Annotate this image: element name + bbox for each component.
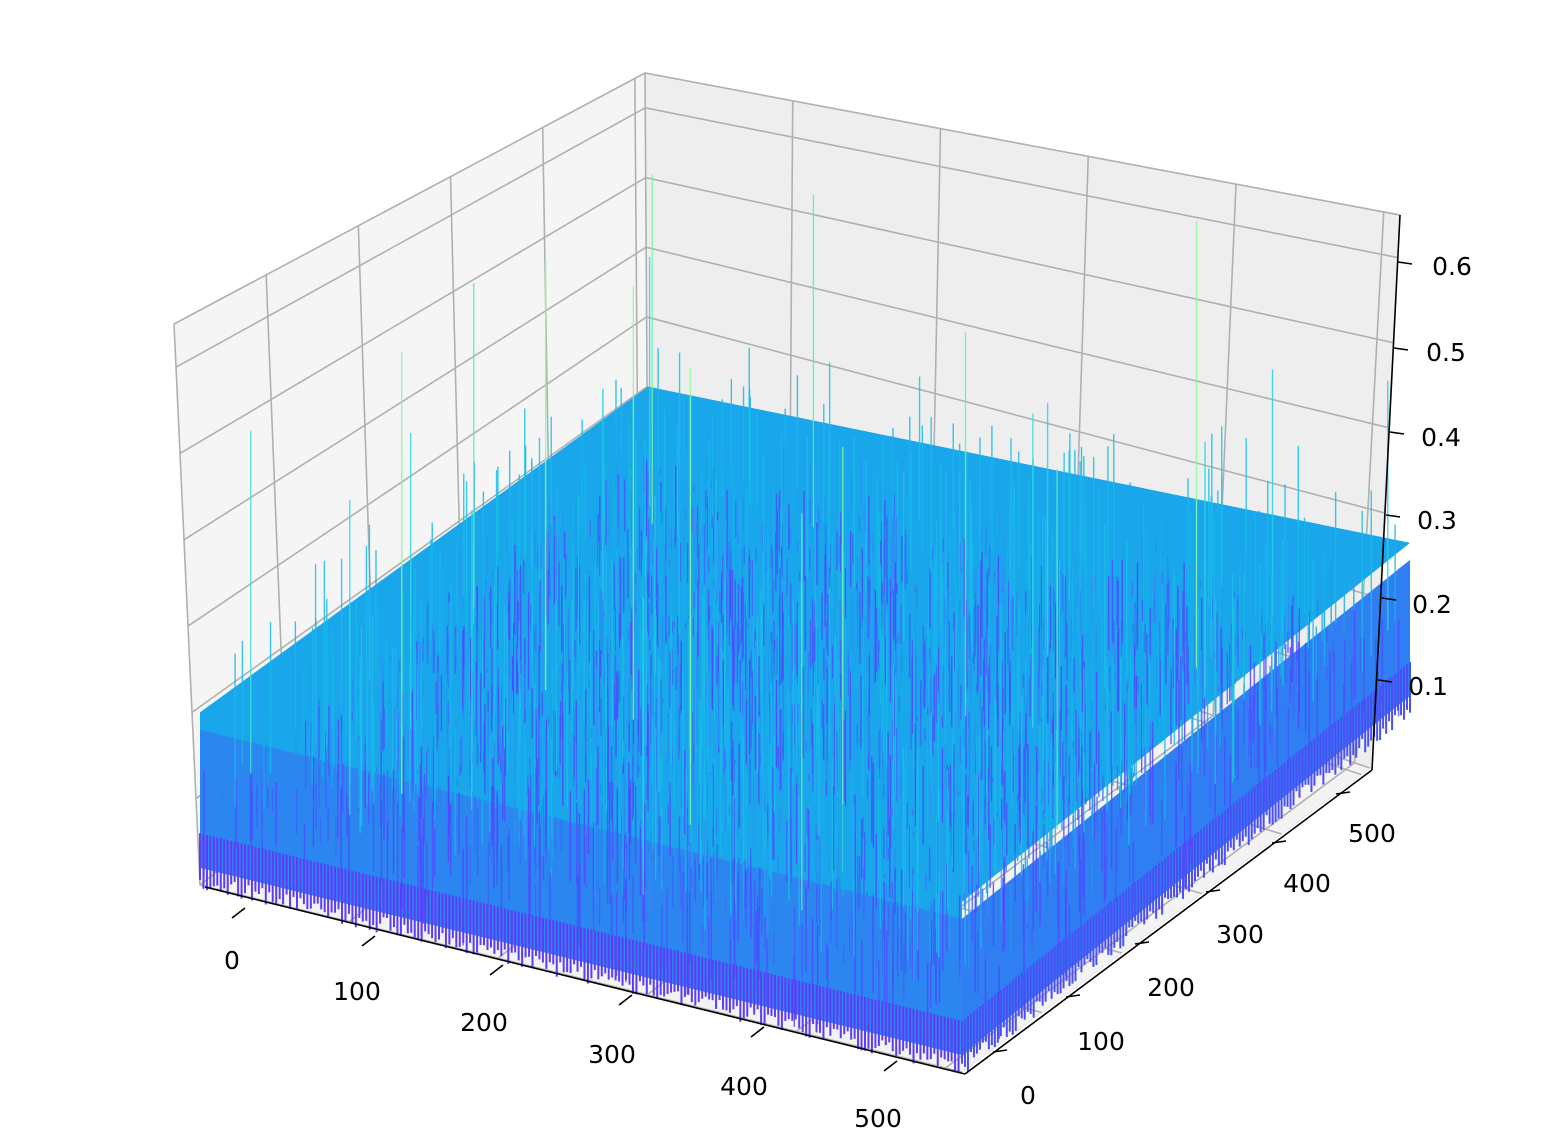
y-tick [1271,840,1287,844]
z-tick [1389,431,1405,435]
y-tick-label: 100 [1077,1027,1125,1056]
z-tick [1381,597,1397,601]
y-tick-label: 0 [1020,1081,1036,1110]
x-tick-label: 0 [224,946,240,975]
x-tick-label: 500 [854,1104,902,1133]
z-tick-label: 0.3 [1417,506,1457,535]
x-tick [883,1060,898,1072]
z-tick [1393,347,1409,351]
axes: 0 100 200 300 400 500 0 100 200 300 400 500 0.1 0.2 0.… [204,214,1472,1133]
z-tick-label: 0.6 [1432,252,1472,281]
y-tick-label: 400 [1283,869,1331,898]
z-tick-label: 0.2 [1412,590,1452,619]
y-tick-label: 300 [1216,920,1264,949]
y-tick-label: 500 [1348,819,1396,848]
y-tick [1065,994,1081,998]
x-tick [489,964,504,976]
z-tick-label: 0.4 [1421,423,1461,452]
z-axis-line [1371,214,1401,771]
x-tick [231,907,246,919]
z-tick [1397,261,1413,265]
y-tick-label: 200 [1147,973,1195,1002]
z-tick [1385,514,1401,518]
y-tick [992,1049,1008,1053]
x-tick [361,935,376,947]
z-tick [1377,679,1393,683]
surface-front-face [200,729,962,1055]
x-tick [618,994,633,1006]
x-axis-line [204,886,966,1075]
y-tick [1335,791,1351,795]
x-tick-label: 200 [460,1008,508,1037]
y-gridline [173,323,963,1073]
x-tick-label: 400 [720,1072,768,1101]
z-tick-label: 0.1 [1408,672,1448,701]
y-tick [1205,889,1221,893]
z-tick-label: 0.5 [1426,338,1466,367]
surface-plot [199,174,1411,1073]
x-tick-label: 100 [333,977,381,1006]
x-tick [750,1026,765,1038]
y-axis-line [964,769,1373,1075]
y-tick [1134,941,1150,945]
x-tick-label: 300 [588,1040,636,1069]
